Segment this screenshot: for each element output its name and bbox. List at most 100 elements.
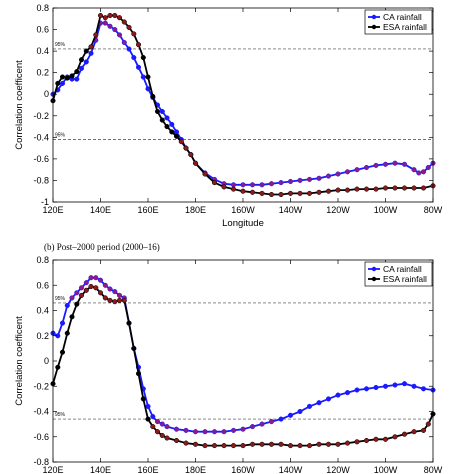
data-point (183, 440, 189, 446)
data-point (135, 42, 142, 48)
data-point (278, 180, 284, 186)
data-point (159, 108, 165, 115)
data-point (325, 173, 332, 179)
data-point (159, 421, 165, 427)
data-point (202, 443, 208, 449)
data-point (112, 289, 118, 295)
data-point (78, 57, 85, 63)
data-point (112, 12, 118, 19)
legend-marker (371, 276, 377, 282)
data-point (107, 12, 113, 19)
data-point (192, 441, 199, 447)
data-point (135, 64, 142, 70)
y-tick-label: 0.6 (36, 280, 49, 290)
data-point (97, 277, 104, 283)
data-point (55, 364, 61, 370)
data-point (230, 182, 237, 188)
data-point (335, 441, 341, 447)
data-point (164, 424, 170, 430)
legend (364, 9, 433, 35)
data-point (268, 181, 275, 187)
x-tick-label: 120W (326, 465, 350, 474)
data-point (74, 290, 80, 296)
data-point (102, 282, 108, 288)
data-point (78, 292, 85, 298)
data-point (306, 443, 313, 449)
data-point (249, 441, 256, 447)
data-point (401, 431, 408, 437)
data-point (335, 171, 341, 177)
data-point (382, 161, 389, 167)
data-point (83, 280, 89, 286)
data-point (354, 387, 360, 393)
data-point (154, 419, 161, 425)
x-tick-label: 140W (279, 205, 303, 215)
data-point (159, 432, 165, 439)
panel-b-title: (b) Post–2000 period (2000–16) (44, 242, 160, 252)
x-tick-label: 100W (374, 465, 398, 474)
data-point (116, 15, 123, 21)
y-tick-label: 0.2 (36, 68, 49, 78)
data-point (173, 133, 180, 139)
data-point (259, 182, 265, 188)
data-point (363, 386, 370, 392)
data-point (401, 185, 408, 191)
data-point (116, 32, 123, 38)
data-point (83, 48, 89, 54)
panel-a-chart: 95% 95% 120E 140E 160E 180E 160W 140W 120W 100W 80… (14, 3, 443, 229)
significance-label-lower: 95% (55, 132, 66, 138)
data-point (121, 297, 127, 303)
data-point (287, 190, 294, 196)
x-tick-label: 140E (90, 205, 111, 215)
data-point (354, 167, 360, 173)
data-point (59, 320, 66, 326)
x-tick-label: 160E (137, 465, 158, 474)
data-point (169, 121, 175, 127)
data-point (425, 421, 431, 427)
data-point (259, 421, 265, 427)
data-point (382, 383, 389, 389)
data-point (420, 427, 427, 433)
data-point (97, 12, 104, 19)
x-tick-label: 80W (424, 465, 443, 474)
legend-marker (371, 14, 377, 20)
y-tick-label: 0 (44, 356, 49, 366)
data-point (230, 186, 237, 192)
y-axis-label: Correlation coefficent (14, 60, 25, 150)
data-point (221, 429, 227, 435)
data-point (78, 285, 85, 291)
data-point (240, 443, 246, 449)
data-point (420, 386, 427, 392)
x-tick-label: 120E (42, 465, 63, 474)
data-point (411, 167, 417, 173)
data-point (93, 275, 99, 281)
y-tick-label: -1 (41, 197, 49, 207)
data-point (102, 20, 108, 26)
legend-marker (371, 24, 377, 30)
data-point (287, 412, 294, 418)
y-tick-label: 0.2 (36, 331, 49, 341)
plot-frame (52, 7, 434, 203)
data-point (69, 295, 75, 301)
data-point (287, 443, 294, 449)
x-tick-label: 120W (326, 205, 350, 215)
data-point (64, 330, 70, 336)
data-point (425, 164, 431, 171)
data-point (131, 55, 137, 61)
data-point (83, 59, 89, 65)
data-point (121, 39, 127, 46)
data-point (382, 185, 389, 191)
significance-label-upper: 95% (55, 42, 66, 48)
data-point (178, 139, 184, 145)
y-tick-label: 0.8 (36, 3, 49, 13)
data-point (140, 396, 146, 402)
data-point (373, 162, 379, 168)
data-point (121, 19, 127, 25)
data-point (107, 297, 113, 303)
x-tick-label: 160W (231, 205, 255, 215)
data-point (230, 427, 237, 433)
data-point (64, 75, 70, 81)
data-point (164, 435, 170, 441)
y-tick-label: 0.4 (36, 306, 49, 316)
data-point (240, 188, 246, 194)
